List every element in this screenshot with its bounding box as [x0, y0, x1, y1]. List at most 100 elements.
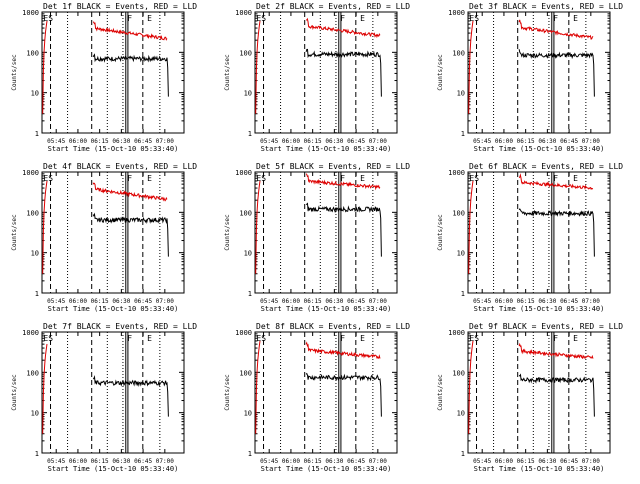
y-tick-label: 100	[239, 209, 252, 217]
event-annotation: E	[360, 14, 365, 23]
x-tick-label: 06:30	[112, 458, 130, 465]
chart-title: Det 6f BLACK = Events, RED = LLD	[469, 162, 623, 171]
y-tick-label: 100	[452, 209, 465, 217]
lld-series-line	[255, 340, 261, 434]
chart-panel: Det 1f BLACK = Events, RED = LLD 1 10 100 10…	[11, 2, 197, 153]
y-tick-label: 1000	[235, 329, 252, 337]
plot-frame	[41, 11, 185, 134]
lld-series-line	[93, 21, 168, 41]
y-tick-label: 1000	[235, 169, 252, 177]
chart-title: Det 3f BLACK = Events, RED = LLD	[469, 2, 623, 11]
y-axis-label: Counts/sec	[11, 214, 18, 251]
lld-series-line	[518, 342, 594, 360]
lld-series-line	[92, 182, 168, 202]
plot-frame	[467, 331, 611, 454]
x-tick-label: 06:30	[112, 298, 130, 305]
x-tick-label: 05:45	[473, 138, 491, 145]
x-axis-label: Start Time (15-Oct-10 05:33:40)	[474, 465, 605, 473]
chart-panel: Det 9f BLACK = Events, RED = LLD 1 10 100 10…	[437, 322, 623, 473]
x-tick-label: 06:15	[517, 138, 535, 145]
y-tick-label: 1	[35, 130, 39, 138]
chart-panel: Det 3f BLACK = Events, RED = LLD 1 10 100 10…	[437, 2, 623, 153]
x-tick-label: 06:45	[134, 298, 152, 305]
event-annotation: E	[360, 334, 365, 343]
x-tick-label: 07:00	[369, 298, 387, 305]
x-tick-label: 05:45	[47, 458, 65, 465]
event-annotation: E	[573, 14, 578, 23]
chart-title: Det 2f BLACK = Events, RED = LLD	[256, 2, 410, 11]
chart-title: Det 5f BLACK = Events, RED = LLD	[256, 162, 410, 171]
events-series-line	[92, 375, 169, 417]
x-tick-label: 06:45	[134, 458, 152, 465]
events-series-line	[518, 49, 595, 97]
y-axis-label: Counts/sec	[437, 374, 444, 411]
x-axis-label: Start Time (15-Oct-10 05:33:40)	[261, 305, 392, 313]
x-tick-label: 06:30	[538, 298, 556, 305]
lld-series-line	[255, 180, 261, 274]
x-axis-label: Start Time (15-Oct-10 05:33:40)	[48, 465, 179, 473]
x-tick-label: 06:00	[495, 138, 513, 145]
y-tick-label: 1	[461, 290, 465, 298]
chart-title: Det 4f BLACK = Events, RED = LLD	[43, 162, 197, 171]
y-tick-label: 1000	[22, 169, 39, 177]
x-tick-label: 06:15	[304, 458, 322, 465]
x-tick-label: 06:15	[517, 298, 535, 305]
plot-frame	[254, 11, 398, 134]
event-annotation: ES	[43, 334, 53, 343]
event-annotation: ES	[469, 14, 479, 23]
event-annotation: F	[127, 14, 132, 23]
event-annotation: E	[147, 334, 152, 343]
y-tick-label: 10	[244, 250, 252, 258]
event-annotation: E	[573, 334, 578, 343]
x-axis-label: Start Time (15-Oct-10 05:33:40)	[261, 145, 392, 153]
y-tick-label: 100	[26, 209, 39, 217]
x-tick-label: 05:45	[47, 298, 65, 305]
plot-frame	[41, 171, 185, 294]
x-tick-label: 06:45	[560, 298, 578, 305]
x-axis-label: Start Time (15-Oct-10 05:33:40)	[474, 145, 605, 153]
event-annotation: F	[553, 334, 558, 343]
x-tick-label: 06:45	[347, 138, 365, 145]
x-tick-label: 06:00	[69, 138, 87, 145]
y-tick-label: 1	[248, 290, 252, 298]
x-tick-label: 06:00	[282, 298, 300, 305]
events-series-line	[92, 212, 169, 257]
x-tick-label: 06:00	[282, 458, 300, 465]
x-tick-label: 07:00	[582, 138, 600, 145]
event-annotation: ES	[469, 174, 479, 183]
y-tick-label: 10	[457, 410, 465, 418]
y-tick-label: 100	[452, 49, 465, 57]
events-series-line	[92, 53, 169, 97]
x-tick-label: 06:00	[69, 298, 87, 305]
chart-title: Det 7f BLACK = Events, RED = LLD	[43, 322, 197, 331]
event-annotation: ES	[256, 14, 266, 23]
y-tick-label: 1000	[22, 329, 39, 337]
lld-series-line	[518, 19, 594, 40]
y-tick-label: 10	[244, 410, 252, 418]
event-annotation: ES	[256, 334, 266, 343]
x-tick-label: 06:45	[560, 458, 578, 465]
chart-panel: Det 5f BLACK = Events, RED = LLD 1 10 100 10…	[224, 162, 410, 313]
chart-title: Det 1f BLACK = Events, RED = LLD	[43, 2, 197, 11]
x-axis-label: Start Time (15-Oct-10 05:33:40)	[474, 305, 605, 313]
event-annotation: F	[553, 174, 558, 183]
event-annotation: F	[553, 14, 558, 23]
event-annotation: E	[147, 14, 152, 23]
x-tick-label: 07:00	[156, 138, 174, 145]
x-axis-label: Start Time (15-Oct-10 05:33:40)	[48, 145, 179, 153]
x-tick-label: 06:30	[325, 458, 343, 465]
x-tick-label: 06:45	[347, 458, 365, 465]
lld-series-line	[255, 20, 261, 114]
x-tick-label: 07:00	[156, 298, 174, 305]
y-tick-label: 100	[239, 49, 252, 57]
x-tick-label: 06:00	[495, 458, 513, 465]
lld-series-line	[305, 173, 381, 191]
x-tick-label: 05:45	[473, 458, 491, 465]
y-axis-label: Counts/sec	[11, 374, 18, 411]
x-tick-label: 07:00	[156, 458, 174, 465]
x-tick-label: 06:15	[304, 298, 322, 305]
y-tick-label: 100	[26, 369, 39, 377]
x-tick-label: 06:00	[282, 138, 300, 145]
lld-series-line	[42, 343, 48, 434]
